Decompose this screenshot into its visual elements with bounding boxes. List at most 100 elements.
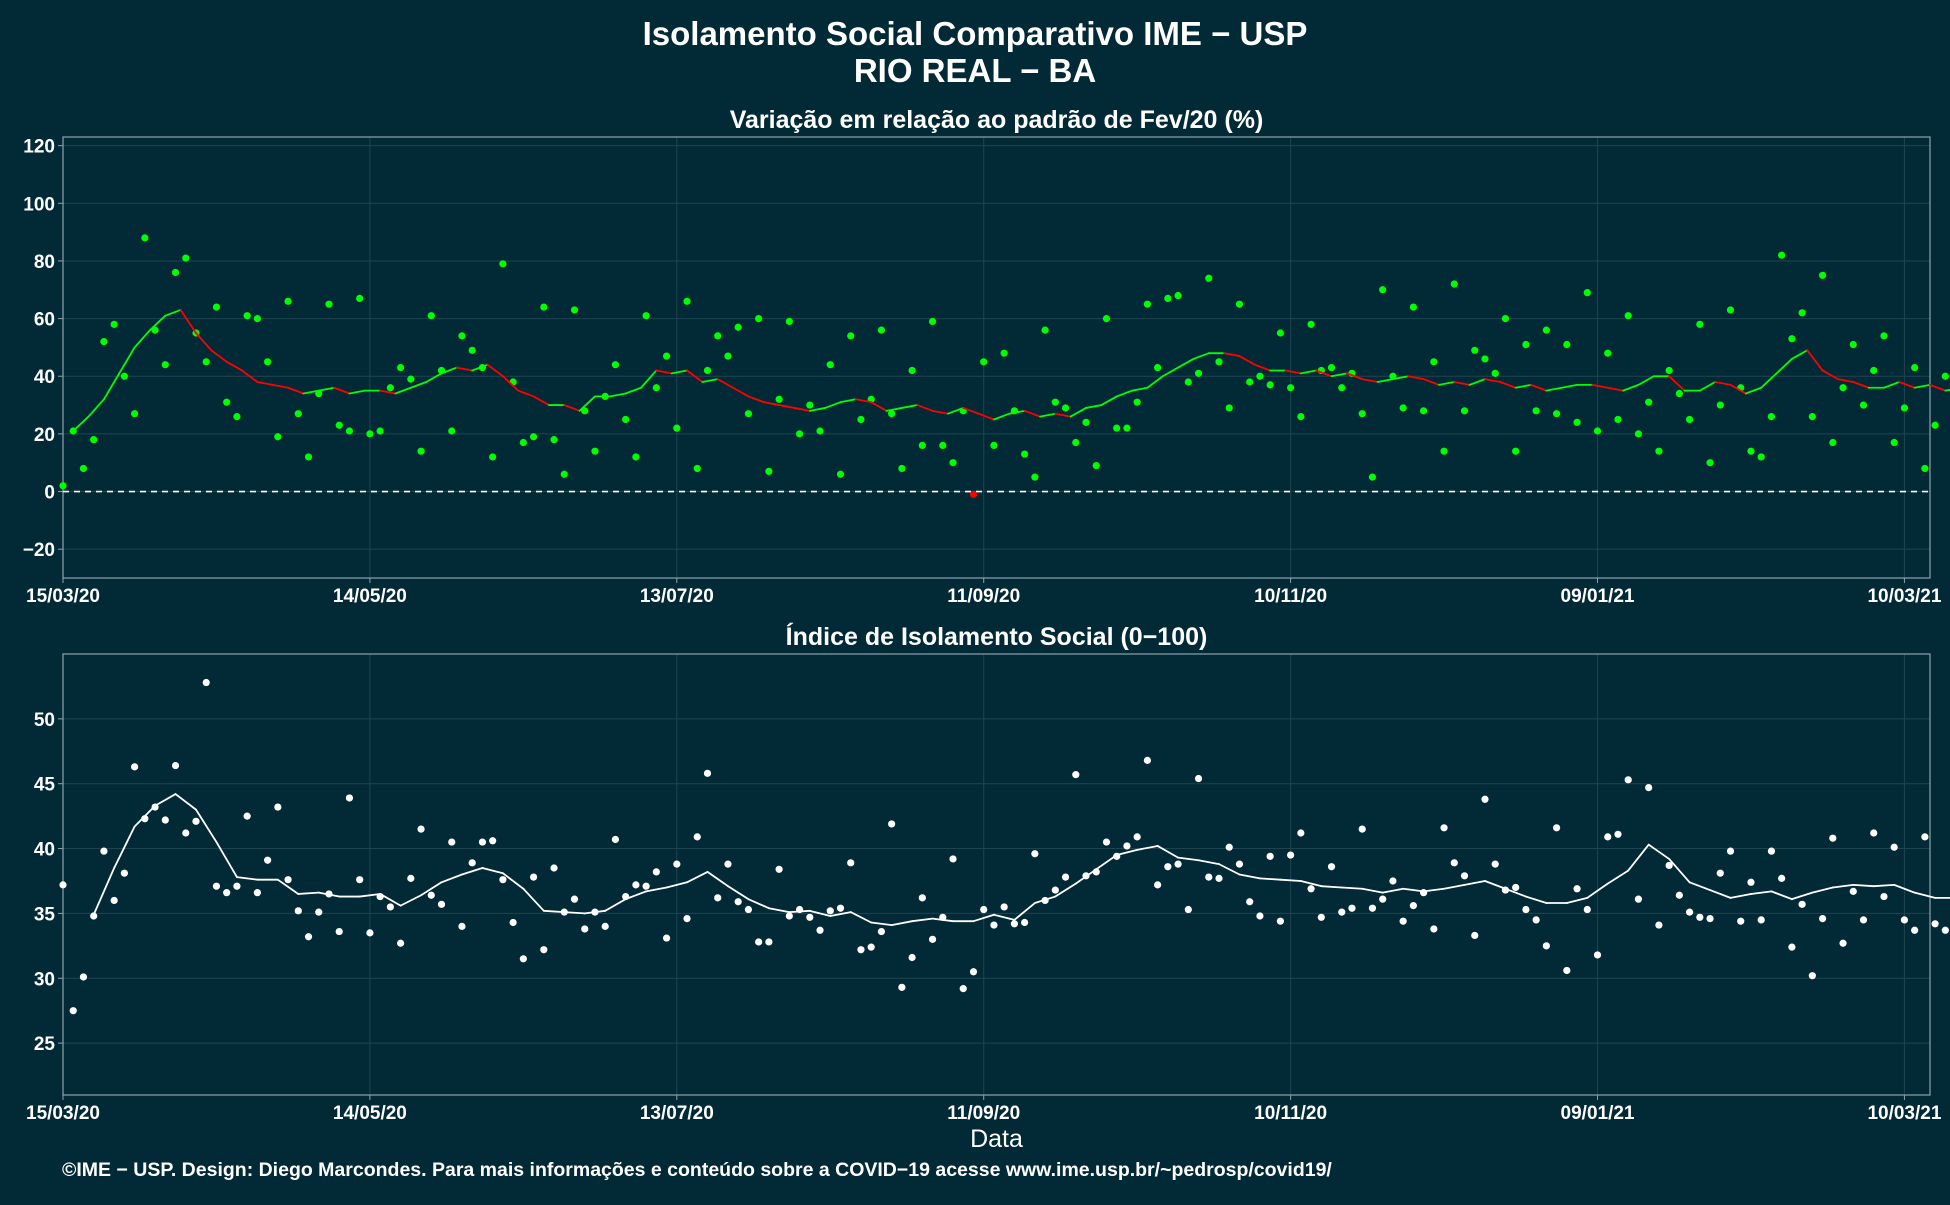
y-tick-label: 30 (34, 969, 55, 990)
data-point (1184, 905, 1192, 914)
moving-average-segment (1177, 358, 1195, 369)
moving-average-segment (1852, 883, 1875, 888)
moving-average-segment (195, 332, 213, 352)
data-point (1573, 418, 1581, 426)
data-point (1123, 424, 1131, 432)
data-point (396, 939, 405, 947)
moving-average-segment (839, 398, 857, 404)
moving-average-segment (1484, 880, 1507, 890)
moving-average-segment (287, 386, 305, 395)
data-point (1164, 294, 1172, 303)
data-point (744, 410, 753, 418)
moving-average-segment (471, 363, 489, 372)
data-point (857, 946, 865, 954)
data-point (1379, 286, 1387, 294)
moving-average-segment (747, 898, 770, 910)
data-point (1522, 905, 1530, 914)
data-point (1583, 289, 1591, 297)
moving-average-segment (87, 398, 105, 418)
data-point (1788, 335, 1796, 343)
data-point (980, 358, 988, 366)
data-point (192, 817, 200, 825)
data-point (1522, 340, 1530, 349)
data-point (1256, 912, 1264, 920)
moving-average-segment (1376, 378, 1394, 383)
moving-average-segment (1085, 404, 1103, 409)
moving-average-segment (256, 381, 274, 386)
data-point (642, 312, 650, 320)
data-point (171, 268, 180, 277)
moving-average-segment (1299, 880, 1323, 888)
data-point (847, 332, 855, 340)
data-point (345, 794, 354, 802)
data-point (1767, 847, 1776, 855)
data-point (1297, 412, 1305, 421)
data-point (1307, 885, 1315, 893)
data-point (1276, 329, 1284, 337)
data-point (1491, 369, 1499, 377)
moving-average-segment (1913, 891, 1937, 899)
data-point (908, 366, 916, 375)
data-point (519, 438, 527, 447)
data-point (325, 300, 333, 308)
data-point (642, 882, 650, 890)
data-point (396, 363, 405, 372)
moving-average-segment (1238, 355, 1256, 366)
moving-average-segment (174, 793, 197, 811)
data-point (959, 985, 967, 993)
moving-average-segment (686, 369, 704, 383)
data-point (836, 470, 845, 478)
data-point (908, 953, 916, 962)
data-point (1338, 908, 1346, 916)
moving-average-segment (1463, 880, 1486, 886)
panel-title: Variação em relação ao padrão de Fev/20 … (730, 106, 1264, 134)
moving-average-segment (154, 793, 177, 807)
chart-title: Isolamento Social Comparativo IME − USP (643, 15, 1308, 52)
moving-average-segment (1238, 873, 1261, 880)
data-point (540, 946, 548, 954)
moving-average-segment (486, 363, 504, 378)
data-point (1174, 291, 1182, 300)
data-point (1348, 904, 1356, 912)
data-point (1624, 312, 1632, 320)
data-point (816, 427, 824, 435)
moving-average-segment (1852, 381, 1870, 389)
moving-average-segment (1345, 372, 1364, 381)
moving-average-segment (1883, 381, 1901, 389)
data-point (826, 361, 834, 369)
data-point (212, 882, 221, 890)
data-point (1225, 404, 1233, 412)
moving-average-segment (1775, 358, 1793, 375)
y-tick-label: 45 (34, 775, 56, 796)
data-point (1921, 833, 1929, 841)
data-point (714, 332, 722, 340)
data-point (990, 441, 998, 450)
moving-average-segment (92, 867, 116, 916)
data-point (1471, 346, 1479, 354)
data-point (1737, 917, 1745, 925)
data-point (202, 678, 210, 687)
data-point (1143, 756, 1151, 764)
x-tick-label: 10/11/20 (1254, 586, 1327, 607)
moving-average-segment (271, 383, 289, 389)
data-point (386, 903, 394, 911)
moving-average-segment (1893, 883, 1916, 894)
data-point (294, 907, 302, 915)
moving-average-segment (501, 872, 525, 890)
data-point (1327, 863, 1336, 871)
data-point (489, 453, 497, 461)
data-point (1532, 407, 1540, 415)
moving-average-segment (1606, 869, 1630, 885)
data-point (304, 933, 313, 941)
moving-average-segment (133, 329, 151, 349)
moving-average-segment (854, 398, 873, 404)
moving-average-segment (747, 395, 765, 404)
moving-average-segment (1013, 902, 1036, 921)
moving-average-segment (655, 369, 673, 375)
data-point (274, 803, 282, 811)
data-point (1941, 372, 1949, 380)
moving-average-segment (1074, 868, 1098, 885)
data-point (1921, 464, 1929, 473)
data-point (1604, 833, 1612, 841)
